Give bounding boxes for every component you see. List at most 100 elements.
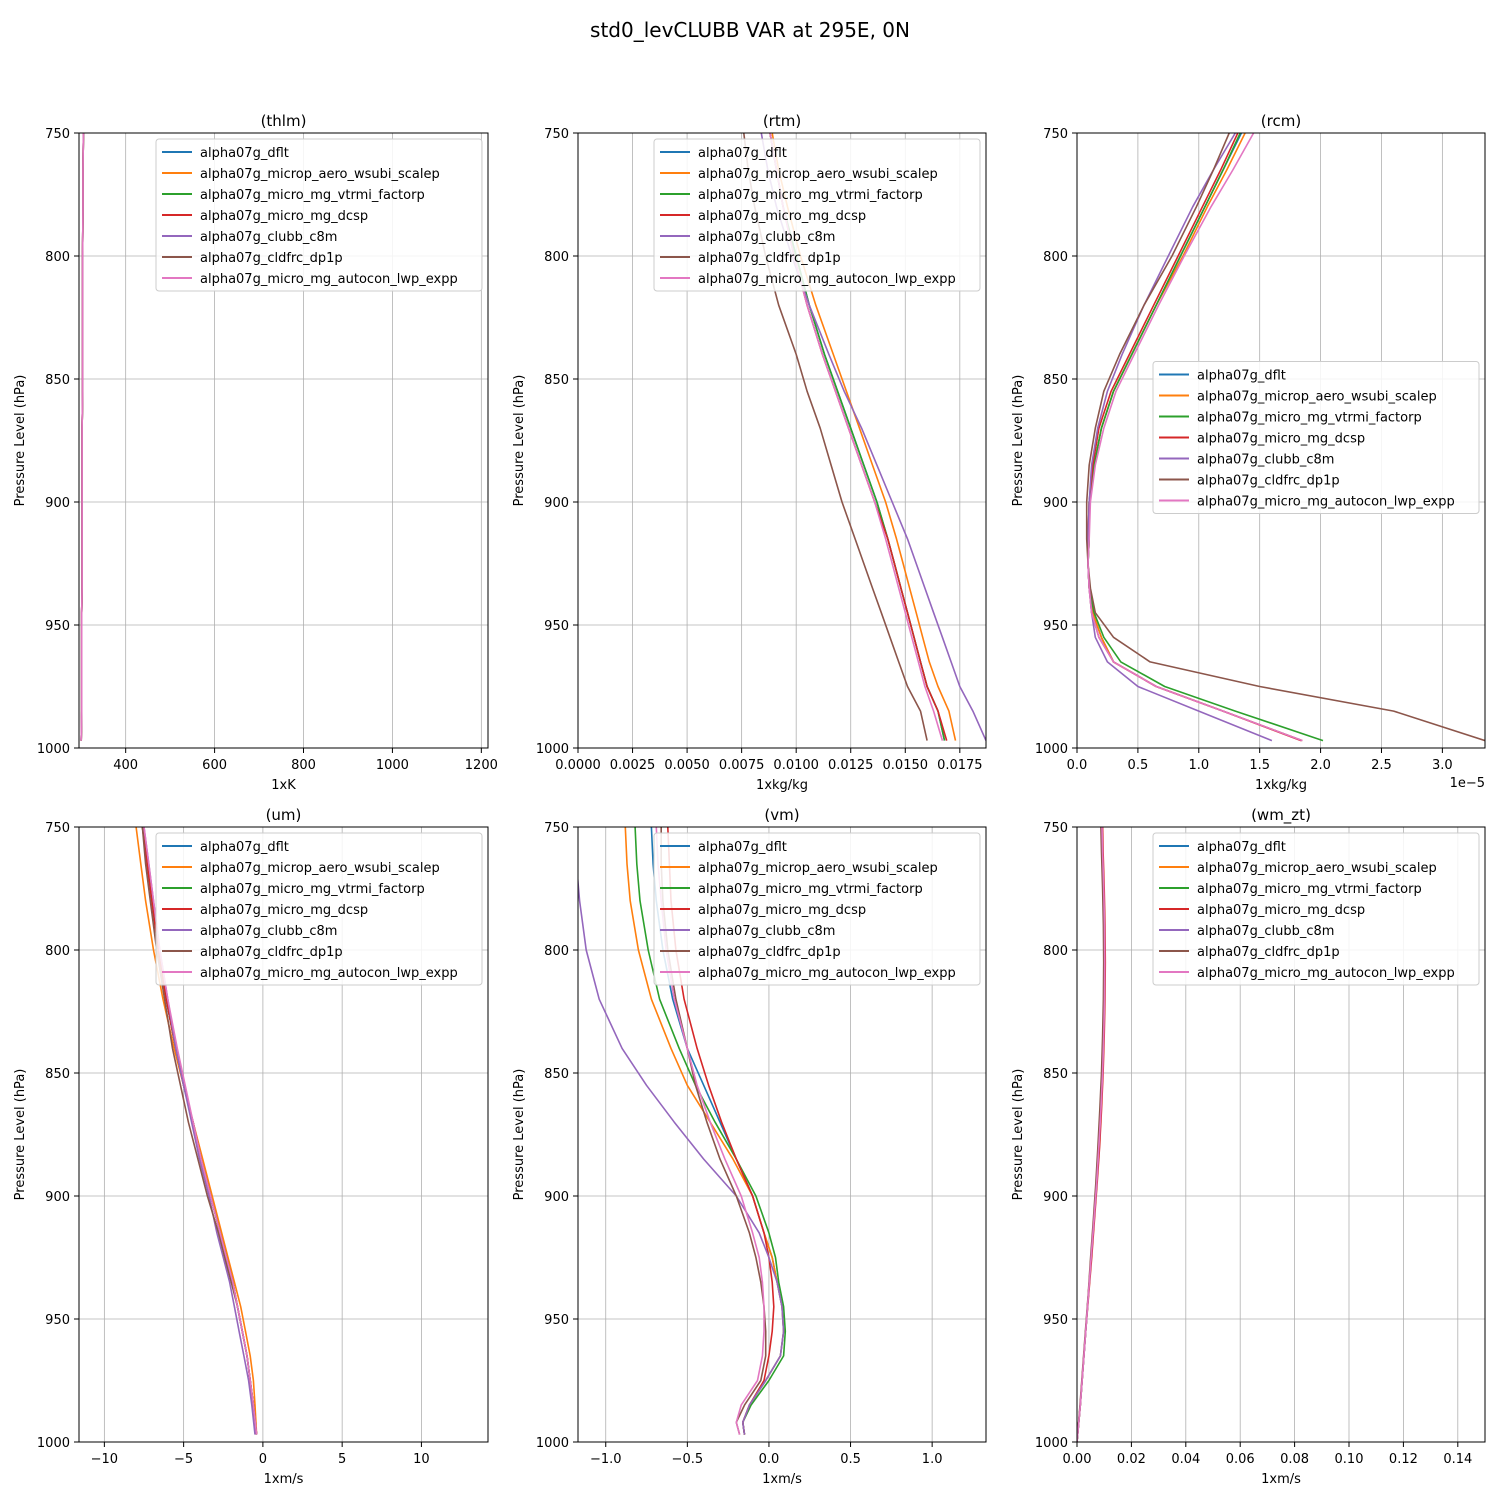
y-tick-label: 1000 — [536, 742, 569, 757]
legend-entry: alpha07g_clubb_c8m — [698, 924, 835, 939]
x-tick-label: 0.0100 — [773, 758, 819, 773]
legend-entry: alpha07g_cldfrc_dp1p — [1197, 945, 1340, 960]
legend-entry: alpha07g_microp_aero_wsubi_scalep — [1197, 390, 1437, 405]
legend: alpha07g_dflt alpha07g_microp_aero_wsubi_… — [155, 832, 483, 986]
y-tick-label: 800 — [1043, 250, 1068, 265]
series-line-alpha07g_micro_mg_autocon_lwp_expp — [1087, 133, 1303, 742]
legend-entry: alpha07g_micro_mg_autocon_lwp_expp — [200, 272, 458, 287]
panel-title: (rtm) — [763, 112, 801, 130]
x-tick-label: 0.02 — [1117, 1452, 1146, 1467]
series-line-alpha07g_cldfrc_dp1p — [1085, 133, 1485, 742]
legend-entry: alpha07g_dflt — [200, 146, 289, 161]
legend-box — [1152, 361, 1480, 514]
x-tick-label: 1.5 — [1249, 758, 1270, 773]
x-tick-label: 0.0 — [759, 1452, 780, 1467]
subplot-thlm: 400 600 800 1000 1200 750 800 850 900 950 1000 (thl… — [13, 112, 498, 793]
legend-box — [155, 832, 483, 986]
x-tick-label: 0 — [259, 1452, 267, 1467]
legend-entry: alpha07g_clubb_c8m — [1197, 453, 1334, 468]
x-axis-label: 1xkg/kg — [756, 778, 808, 793]
axes-frame — [78, 132, 489, 749]
series-line-alpha07g_clubb_c8m — [1087, 133, 1273, 742]
series-group — [1077, 827, 1107, 1442]
series-line-alpha07g_micro_mg_vtrmi_factorp — [634, 827, 787, 1435]
legend-entry: alpha07g_clubb_c8m — [200, 230, 337, 245]
subplot-rcm: 0.0 0.5 1.0 1.5 2.0 2.5 3.0 750 800 850 900 950 1000… — [1011, 112, 1486, 793]
legend-entry: alpha07g_micro_mg_vtrmi_factorp — [698, 882, 923, 897]
y-axis-label: Pressure Level (hPa) — [13, 1069, 28, 1201]
legend: alpha07g_dflt alpha07g_microp_aero_wsubi_… — [1152, 832, 1480, 986]
y-tick-label: 850 — [45, 1067, 70, 1082]
legend: alpha07g_dflt alpha07g_microp_aero_wsubi_… — [155, 138, 483, 292]
legend-entry: alpha07g_microp_aero_wsubi_scalep — [200, 861, 440, 876]
legend-entry: alpha07g_micro_mg_vtrmi_factorp — [200, 188, 425, 203]
x-tick-label: 0.5 — [840, 1452, 861, 1467]
y-tick-label: 750 — [1043, 821, 1068, 836]
y-tick-label: 750 — [544, 127, 569, 142]
panel-title: (vm) — [764, 806, 799, 824]
figure-title: std0_levCLUBB VAR at 295E, 0N — [590, 18, 910, 42]
axes-frame — [1076, 132, 1486, 749]
x-tick-label: 10 — [413, 1452, 430, 1467]
x-tick-label: 2.0 — [1310, 758, 1331, 773]
x-tick-label: 2.5 — [1371, 758, 1392, 773]
y-tick-label: 750 — [45, 821, 70, 836]
x-tick-label: 3.0 — [1432, 758, 1453, 773]
x-tick-label: 0.0125 — [828, 758, 874, 773]
legend-entry: alpha07g_cldfrc_dp1p — [698, 945, 841, 960]
y-tick-label: 850 — [544, 1067, 569, 1082]
legend-entry: alpha07g_dflt — [1197, 840, 1286, 855]
axis-offset-label: 1e−5 — [1450, 776, 1485, 791]
x-tick-label: 1000 — [376, 758, 409, 773]
legend: alpha07g_dflt alpha07g_microp_aero_wsubi_… — [653, 832, 981, 986]
x-tick-label: 600 — [202, 758, 227, 773]
series-line-alpha07g_clubb_c8m — [578, 873, 785, 1435]
x-axis-label: 1xm/s — [264, 1472, 304, 1487]
legend-entry: alpha07g_cldfrc_dp1p — [200, 251, 343, 266]
y-tick-label: 800 — [1043, 944, 1068, 959]
legend-entry: alpha07g_cldfrc_dp1p — [200, 945, 343, 960]
axes-frame — [78, 826, 489, 1443]
y-tick-label: 950 — [1043, 1313, 1068, 1328]
y-tick-label: 900 — [45, 1190, 70, 1205]
legend-box — [1152, 832, 1480, 986]
subplot-um: −10 −5 0 5 10 750 800 850 900 950 1000 (um) 1xm/s Pre… — [13, 806, 489, 1487]
legend-entry: alpha07g_micro_mg_dcsp — [698, 209, 866, 224]
panel-title: (um) — [266, 806, 302, 824]
y-tick-label: 900 — [544, 1190, 569, 1205]
x-tick-label: 0.12 — [1389, 1452, 1418, 1467]
panel-title: (thlm) — [261, 112, 307, 130]
legend-entry: alpha07g_micro_mg_autocon_lwp_expp — [698, 966, 956, 981]
y-tick-label: 1000 — [1035, 742, 1068, 757]
legend-entry: alpha07g_micro_mg_dcsp — [1197, 903, 1365, 918]
legend-entry: alpha07g_micro_mg_vtrmi_factorp — [1197, 411, 1422, 426]
y-axis-label: Pressure Level (hPa) — [512, 1069, 527, 1201]
legend-entry: alpha07g_clubb_c8m — [698, 230, 835, 245]
legend-box — [653, 832, 981, 986]
legend-entry: alpha07g_micro_mg_autocon_lwp_expp — [1197, 495, 1455, 510]
y-tick-label: 950 — [544, 1313, 569, 1328]
x-tick-label: 0.10 — [1335, 1452, 1364, 1467]
x-tick-label: −0.5 — [672, 1452, 704, 1467]
y-axis-label: Pressure Level (hPa) — [1011, 1069, 1026, 1201]
y-tick-label: 800 — [45, 944, 70, 959]
series-line-alpha07g_microp_aero_wsubi_scalep — [135, 827, 258, 1435]
subplot-wm_zt: 0.00 0.02 0.04 0.06 0.08 0.10 0.12 0.14 750 800 85… — [1011, 806, 1486, 1487]
y-tick-label: 750 — [544, 821, 569, 836]
legend-entry: alpha07g_cldfrc_dp1p — [698, 251, 841, 266]
x-tick-label: 0.0 — [1067, 758, 1088, 773]
y-tick-label: 850 — [45, 373, 70, 388]
subplot-grid: 400 600 800 1000 1200 750 800 850 900 950 1000 (thl… — [13, 112, 1486, 1487]
legend-entry: alpha07g_micro_mg_dcsp — [698, 903, 866, 918]
y-tick-label: 1000 — [37, 1436, 70, 1451]
x-tick-label: −5 — [174, 1452, 193, 1467]
x-tick-label: 0.5 — [1128, 758, 1149, 773]
legend-entry: alpha07g_micro_mg_dcsp — [1197, 432, 1365, 447]
legend-entry: alpha07g_dflt — [698, 146, 787, 161]
legend-entry: alpha07g_micro_mg_dcsp — [200, 209, 368, 224]
legend-entry: alpha07g_micro_mg_vtrmi_factorp — [698, 188, 923, 203]
y-tick-label: 1000 — [37, 742, 70, 757]
legend-entry: alpha07g_clubb_c8m — [200, 924, 337, 939]
y-tick-label: 950 — [544, 619, 569, 634]
x-tick-label: 0.0075 — [719, 758, 765, 773]
